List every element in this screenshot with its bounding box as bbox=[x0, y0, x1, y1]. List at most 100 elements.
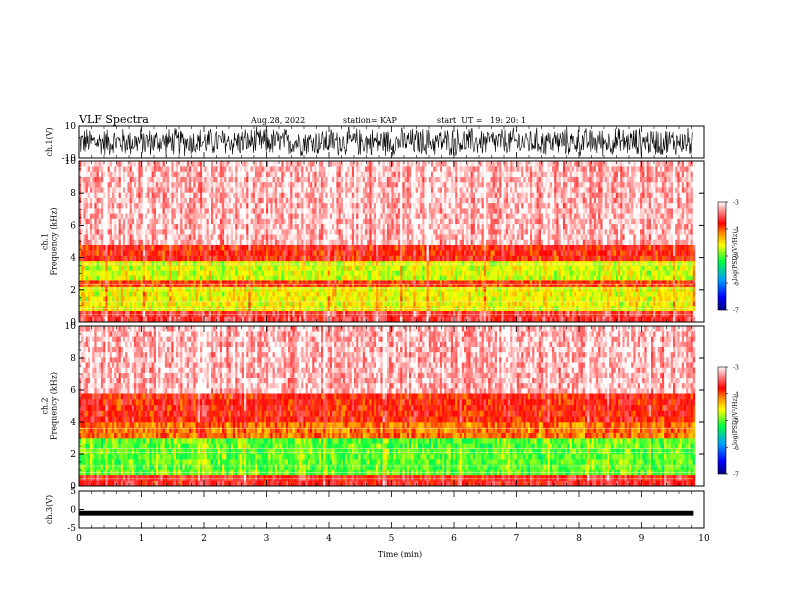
spectrogram-cell bbox=[347, 310, 350, 317]
spectrogram-cell bbox=[173, 301, 176, 307]
spectrogram-cell bbox=[378, 250, 381, 256]
spectrogram-cell bbox=[261, 265, 264, 271]
spectrogram-cell bbox=[404, 202, 407, 209]
spectrogram-cell bbox=[149, 181, 152, 188]
spectrogram-cell bbox=[118, 316, 121, 323]
spectrogram-cell bbox=[358, 213, 361, 219]
spectrogram-cell bbox=[211, 260, 214, 266]
spectrogram-cell bbox=[182, 270, 185, 276]
spectrogram-cell bbox=[233, 316, 236, 323]
spectrogram-cell bbox=[202, 202, 205, 209]
spectrogram-cell bbox=[173, 296, 176, 302]
spectrogram-cell bbox=[151, 301, 154, 307]
spectrogram-cell bbox=[173, 192, 176, 198]
spectrogram-cell bbox=[351, 202, 355, 209]
spectrogram-cell bbox=[272, 213, 275, 219]
spectrogram-cell bbox=[343, 161, 346, 167]
spectrogram-cell bbox=[250, 260, 253, 266]
spectrogram-cell bbox=[376, 250, 379, 256]
spectrogram-cell bbox=[373, 283, 377, 287]
spectrogram-cell bbox=[252, 239, 256, 245]
spectrogram-cell bbox=[142, 296, 146, 302]
spectrogram-cell bbox=[204, 171, 207, 177]
spectrogram-cell bbox=[224, 316, 227, 323]
spectrogram-cell bbox=[92, 239, 95, 245]
spectrogram-cell bbox=[270, 275, 273, 281]
spectrogram-cell bbox=[266, 265, 269, 271]
spectrogram-cell bbox=[127, 181, 130, 188]
spectrogram-cell bbox=[285, 229, 289, 235]
spectrogram-cell bbox=[226, 171, 229, 177]
spectrogram-cell bbox=[406, 229, 410, 235]
spectrogram-cell bbox=[98, 181, 102, 188]
spectrogram-cell bbox=[332, 239, 335, 245]
spectrogram-cell bbox=[206, 280, 209, 284]
spectrogram-cell bbox=[237, 244, 240, 251]
spectrogram-cell bbox=[189, 296, 192, 302]
spectrogram-cell bbox=[142, 208, 146, 214]
spectrogram-cell bbox=[114, 192, 117, 198]
spectrogram-cell bbox=[255, 202, 258, 209]
spectrogram-cell bbox=[369, 187, 372, 193]
spectrogram-cell bbox=[189, 181, 192, 188]
spectrogram-cell bbox=[404, 176, 407, 183]
spectrogram-cell bbox=[112, 270, 115, 276]
spectrogram-cell bbox=[175, 244, 179, 251]
spectrogram-cell bbox=[211, 301, 214, 307]
spectrogram-cell bbox=[294, 202, 297, 209]
spectrogram-cell bbox=[259, 161, 262, 167]
spectrogram-cell bbox=[307, 310, 311, 317]
spectrogram-cell bbox=[208, 286, 212, 292]
spectrogram-cell bbox=[362, 213, 366, 219]
spectrogram-cell bbox=[239, 213, 242, 219]
spectrogram-cell bbox=[314, 171, 317, 177]
spectrogram-cell bbox=[312, 202, 315, 209]
spectrogram-cell bbox=[241, 218, 245, 225]
spectrogram-cell bbox=[94, 301, 97, 307]
spectrogram-cell bbox=[288, 239, 291, 245]
spectrogram-cell bbox=[215, 301, 218, 307]
spectrogram-cell bbox=[129, 283, 132, 287]
spectrogram-cell bbox=[101, 310, 104, 317]
spectrogram-cell bbox=[393, 270, 396, 276]
spectrogram-cell bbox=[217, 161, 220, 167]
spectrogram-cell bbox=[149, 270, 152, 276]
spectrogram-cell bbox=[327, 270, 330, 276]
spectrogram-cell bbox=[103, 234, 106, 240]
spectrogram-cell bbox=[226, 260, 229, 266]
spectrogram-cell bbox=[347, 280, 350, 284]
spectrogram-cell bbox=[279, 223, 282, 230]
spectrogram-cell bbox=[186, 270, 190, 276]
spectrogram-cell bbox=[404, 239, 407, 245]
spectrogram-cell bbox=[360, 270, 363, 276]
spectrogram-cell bbox=[94, 213, 97, 219]
spectrogram-cell bbox=[345, 244, 348, 251]
spectrogram-cell bbox=[252, 208, 256, 214]
spectrogram-cell bbox=[230, 286, 234, 292]
spectrogram-cell bbox=[233, 275, 236, 281]
spectrogram-cell bbox=[160, 270, 163, 276]
spectrogram-cell bbox=[204, 208, 207, 214]
spectrogram-cell bbox=[391, 181, 394, 188]
spectrogram-cell bbox=[316, 244, 319, 251]
spectrogram-cell bbox=[153, 166, 157, 172]
spectrogram-cell bbox=[255, 192, 258, 198]
spectrogram-cell bbox=[296, 161, 300, 167]
spectrogram-cell bbox=[241, 316, 245, 323]
spectrogram-cell bbox=[338, 291, 341, 297]
spectrogram-cell bbox=[281, 275, 284, 281]
spectrogram-cell bbox=[206, 283, 209, 287]
spectrogram-cell bbox=[235, 310, 238, 317]
spectrogram-cell bbox=[310, 286, 313, 292]
spectrogram-cell bbox=[167, 202, 170, 209]
spectrogram-cell bbox=[274, 197, 278, 204]
spectrogram-cell bbox=[376, 286, 379, 292]
spectrogram-cell bbox=[193, 223, 196, 230]
spectrogram-cell bbox=[175, 218, 179, 225]
spectrogram-cell bbox=[81, 296, 84, 302]
spectrogram-cell bbox=[285, 291, 289, 297]
spectrogram-cell bbox=[307, 265, 311, 271]
spectrogram-cell bbox=[211, 316, 214, 323]
spectrogram-cell bbox=[103, 255, 106, 262]
spectrogram-cell bbox=[134, 213, 137, 219]
